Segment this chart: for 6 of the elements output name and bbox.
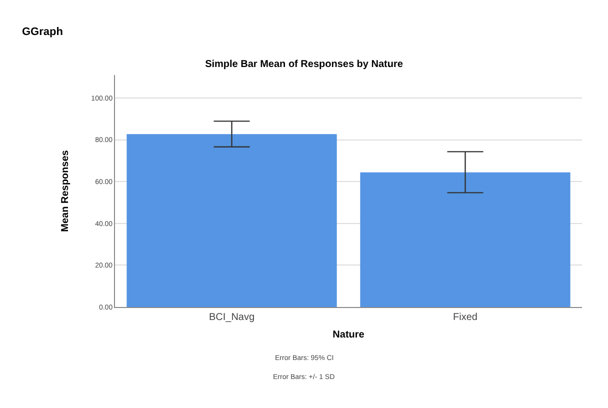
text: GGraph	[22, 26, 64, 38]
x-axis-title: Nature	[332, 330, 365, 340]
x-tick-label: Fixed	[453, 312, 478, 323]
x-tick-label: BCI_Navg	[208, 312, 255, 323]
y-axis-title: Mean Responses	[60, 150, 72, 232]
chart-title: Simple Bar Mean of Responses by Nature	[205, 59, 404, 70]
